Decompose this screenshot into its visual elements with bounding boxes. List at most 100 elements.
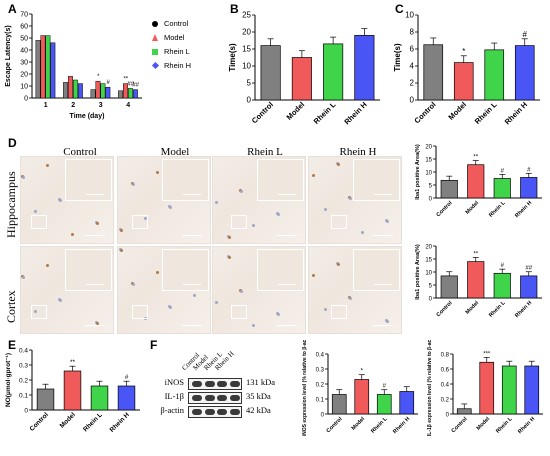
stained-cell [169, 306, 172, 309]
y-tick-label: 15 [425, 158, 432, 164]
y-tick-label: 10 [425, 171, 432, 177]
stained-cell [34, 310, 37, 313]
y-tick-label: 10 [242, 62, 251, 71]
legend-label: Rhein L [164, 47, 190, 56]
y-tick-label: 0.3 [19, 363, 28, 370]
y-tick-label: 15 [425, 258, 432, 264]
significance-mark: ## [132, 83, 139, 89]
y-tick-label: 5 [429, 284, 433, 290]
y-axis-label: Time(s) [228, 43, 237, 72]
x-tick-label: Control [29, 411, 50, 432]
blot-band [229, 395, 240, 401]
stained-cell [324, 208, 327, 211]
bar [376, 394, 392, 415]
y-tick-label: 70 [20, 12, 28, 19]
x-tick-label: Rhein L [370, 416, 389, 435]
scale-bar [278, 194, 296, 195]
scale-bar [277, 235, 297, 236]
chart-d-cortex: 0 5 10 15 20 Iba1 positive Area(%) Control Mode… [415, 244, 542, 319]
blot-band [192, 395, 202, 401]
diamond-marker-icon [151, 61, 160, 70]
y-tick-label: 5 [247, 79, 252, 88]
y-tick-label: 0 [410, 96, 415, 105]
stained-cell [337, 263, 340, 266]
region-of-interest-box [231, 215, 247, 229]
significance-mark: * [361, 369, 364, 375]
blot-size-label: 35 kDa [246, 391, 271, 401]
x-tick-label: Rhein H [517, 416, 536, 435]
scale-bar [277, 325, 297, 326]
circle-marker-icon [152, 21, 158, 27]
y-tick-label: 0.6 [441, 368, 450, 374]
y-tick-label: 5 [429, 184, 433, 190]
x-tick-label: Model [465, 300, 481, 316]
micrograph-grid: Control Model Rhein L Rhein H Hippocampu… [0, 138, 410, 338]
stained-cell [277, 313, 280, 316]
stained-cell [277, 213, 280, 216]
row-header: Hippocampus [4, 171, 18, 238]
chart-c: 0 2 4 6 8 10 Time(s) Control Model * Rhein L Rhein … [393, 11, 540, 126]
y-tick-label: 0 [446, 413, 450, 419]
bar [68, 76, 73, 99]
micrograph-image [308, 246, 402, 334]
stained-cell [228, 236, 231, 239]
y-tick-label: 25 [242, 11, 251, 20]
legend-label: Model [164, 33, 185, 42]
significance-mark: # [523, 30, 528, 39]
magnified-inset [65, 159, 112, 201]
y-tick-label: 60 [20, 24, 28, 31]
bar [36, 388, 55, 411]
y-tick-label: 0.1 [316, 398, 325, 404]
chart-escape-latency: 0 10 20 30 40 50 60 70 Escape Latency(s) Time (da… [5, 12, 142, 120]
micrograph-image [308, 156, 402, 244]
stained-cell [59, 199, 62, 202]
stained-cell [144, 217, 147, 220]
x-tick-label: Rhein H [342, 100, 368, 126]
stained-cell [156, 171, 159, 174]
legend-label: Control [164, 19, 189, 28]
micrograph-image [212, 156, 306, 244]
triangle-marker-icon [152, 34, 158, 41]
stained-cell [34, 210, 37, 213]
bar [260, 45, 281, 101]
blot-band [217, 409, 227, 415]
stained-cell [240, 190, 243, 193]
blot-strip [188, 392, 242, 404]
blot-band [229, 409, 240, 415]
scale-bar [183, 284, 201, 285]
significance-mark: ** [123, 77, 128, 83]
y-tick-label: 8 [410, 28, 415, 37]
x-tick-label: Control [326, 416, 344, 434]
stained-cell [349, 297, 352, 300]
bar [100, 83, 106, 99]
y-tick-label: 20 [425, 245, 432, 251]
bar [40, 35, 46, 99]
significance-mark: # [501, 168, 505, 174]
y-tick-label: 20 [425, 145, 432, 151]
y-tick-label: 20 [242, 28, 251, 37]
region-of-interest-box [331, 215, 347, 229]
magnified-inset [353, 159, 400, 201]
region-of-interest-box [132, 305, 148, 319]
panel-label-a: A [8, 2, 17, 16]
bar [493, 272, 511, 299]
scale-bar [85, 325, 105, 326]
bar [90, 385, 109, 411]
y-tick-label: 15 [242, 45, 251, 54]
significance-mark: * [97, 74, 100, 80]
stained-cell [386, 220, 389, 223]
blot-band [192, 409, 202, 415]
column-header: Control [63, 146, 97, 158]
y-axis-label: IL-1β expression level (% relative to β-… [427, 340, 433, 436]
significance-mark: # [107, 80, 111, 86]
scale-bar [278, 284, 296, 285]
bar [118, 90, 123, 99]
micrograph-image [212, 246, 306, 334]
western-blot: Control Model Rhein L Rhein H iNOS 131 kDa IL… [150, 340, 305, 456]
stained-cell [337, 163, 340, 166]
y-axis-label: NO(μmol·gprot⁻¹) [5, 353, 12, 407]
region-of-interest-box [31, 215, 47, 229]
bar [128, 88, 133, 99]
bar [95, 80, 101, 99]
panel-label-d: D [8, 136, 17, 150]
